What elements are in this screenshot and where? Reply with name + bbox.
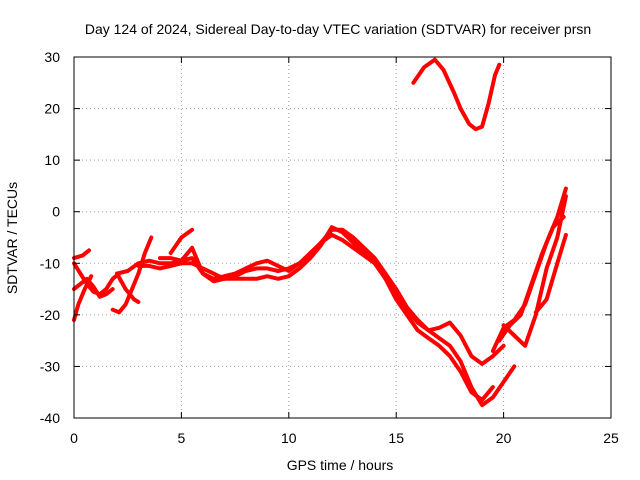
chart-title: Day 124 of 2024, Sidereal Day-to-day VTE… bbox=[85, 21, 591, 37]
y-tick-labels: -40 -30 -20 -10 0 10 20 30 bbox=[40, 49, 60, 426]
y-axis-label: SDTVAR / TECUs bbox=[4, 182, 20, 294]
series-line-track-2 bbox=[72, 276, 115, 299]
series-line-track-9 bbox=[157, 225, 495, 402]
grid bbox=[74, 57, 611, 418]
x-tick-label: 15 bbox=[388, 430, 404, 446]
x-tick-label: 5 bbox=[178, 430, 186, 446]
y-tick-label: 10 bbox=[44, 152, 60, 168]
series-line-track-3 bbox=[72, 274, 94, 322]
x-tick-labels: 0 5 10 15 20 25 bbox=[70, 430, 619, 446]
x-tick-label: 0 bbox=[70, 430, 78, 446]
series-line-track-13 bbox=[497, 214, 566, 343]
y-tick-label: 20 bbox=[44, 101, 60, 117]
y-tick-label: -20 bbox=[40, 307, 60, 323]
y-tick-label: -30 bbox=[40, 358, 60, 374]
series-line-track-4 bbox=[72, 248, 91, 261]
series-line-track-5 bbox=[110, 235, 154, 315]
x-tick-label: 10 bbox=[281, 430, 297, 446]
x-tick-label: 20 bbox=[496, 430, 512, 446]
series-line-track-10 bbox=[168, 227, 195, 255]
data-series bbox=[72, 57, 568, 408]
axis-ticks bbox=[73, 56, 612, 419]
plot-frame bbox=[73, 56, 612, 419]
x-tick-label: 25 bbox=[603, 430, 619, 446]
x-axis-label: GPS time / hours bbox=[287, 457, 394, 473]
series-line-track-15 bbox=[533, 232, 568, 315]
series-line-track-11 bbox=[411, 57, 502, 132]
y-tick-label: -40 bbox=[40, 410, 60, 426]
y-tick-label: 30 bbox=[44, 49, 60, 65]
y-tick-label: -10 bbox=[40, 255, 60, 271]
series-line-track-6 bbox=[115, 271, 141, 304]
series-line-track-14 bbox=[501, 194, 568, 348]
y-tick-label: 0 bbox=[52, 204, 60, 220]
